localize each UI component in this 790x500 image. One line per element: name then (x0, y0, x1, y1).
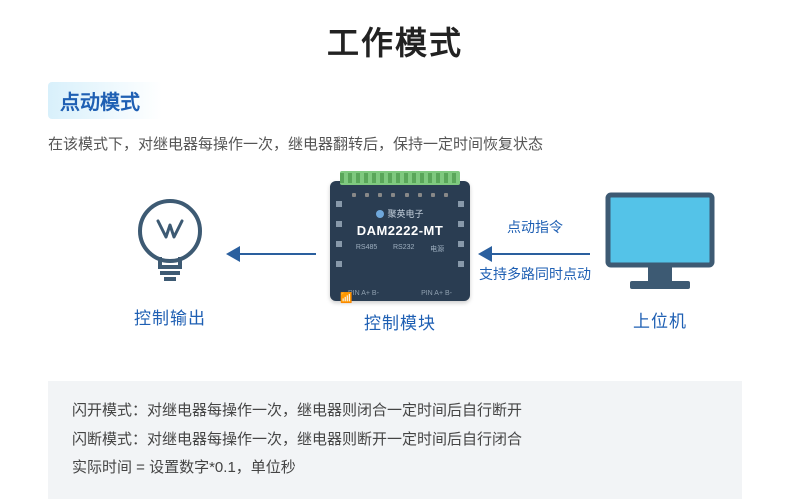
arrow-module-to-output (228, 239, 316, 269)
mode-badge: 点动模式 (48, 82, 162, 119)
node-module-label: 控制模块 (320, 309, 480, 334)
node-host-label: 上位机 (590, 307, 730, 332)
device-icon: 聚英电子 DAM2222-MT RS485 RS232 电源 PIN A+ B-… (330, 181, 470, 301)
mode-description: 在该模式下，对继电器每操作一次，继电器翻转后，保持一定时间恢复状态 (48, 133, 742, 157)
node-module: 聚英电子 DAM2222-MT RS485 RS232 电源 PIN A+ B-… (320, 181, 480, 334)
subtitle-wrap: 点动模式 (48, 82, 790, 119)
node-host: 上位机 (590, 189, 730, 332)
info-line-1: 闪开模式：对继电器每操作一次，继电器则闭合一定时间后自行断开 (72, 397, 718, 426)
device-port2: RS232 (393, 244, 414, 254)
diagram: 控制输出 聚英电子 DAM2222-MT RS485 RS232 电源 PIN … (0, 181, 790, 381)
arrow-label-multi: 支持多路同时点动 (470, 265, 600, 284)
arrow-host-to-module: 点动指令 支持多路同时点动 (480, 239, 590, 269)
device-port3: 电源 (430, 244, 444, 254)
node-output: 控制输出 (110, 191, 230, 329)
arrow-label-command: 点动指令 (480, 217, 590, 237)
device-pin1: PIN A+ B- (348, 290, 379, 297)
lightbulb-icon (128, 191, 213, 291)
monitor-icon (600, 189, 720, 294)
info-line-2: 闪断模式：对继电器每操作一次，继电器则断开一定时间后自行闭合 (72, 426, 718, 455)
info-line-3: 实际时间 = 设置数字*0.1，单位秒 (72, 454, 718, 483)
info-box: 闪开模式：对继电器每操作一次，继电器则闭合一定时间后自行断开 闪断模式：对继电器… (48, 381, 742, 499)
device-pin2: PIN A+ B- (421, 290, 452, 297)
device-model: DAM2222-MT (348, 223, 452, 238)
node-output-label: 控制输出 (110, 304, 230, 329)
device-port1: RS485 (356, 244, 377, 254)
page-title: 工作模式 (0, 0, 790, 64)
device-brand: 聚英电子 (387, 207, 423, 220)
